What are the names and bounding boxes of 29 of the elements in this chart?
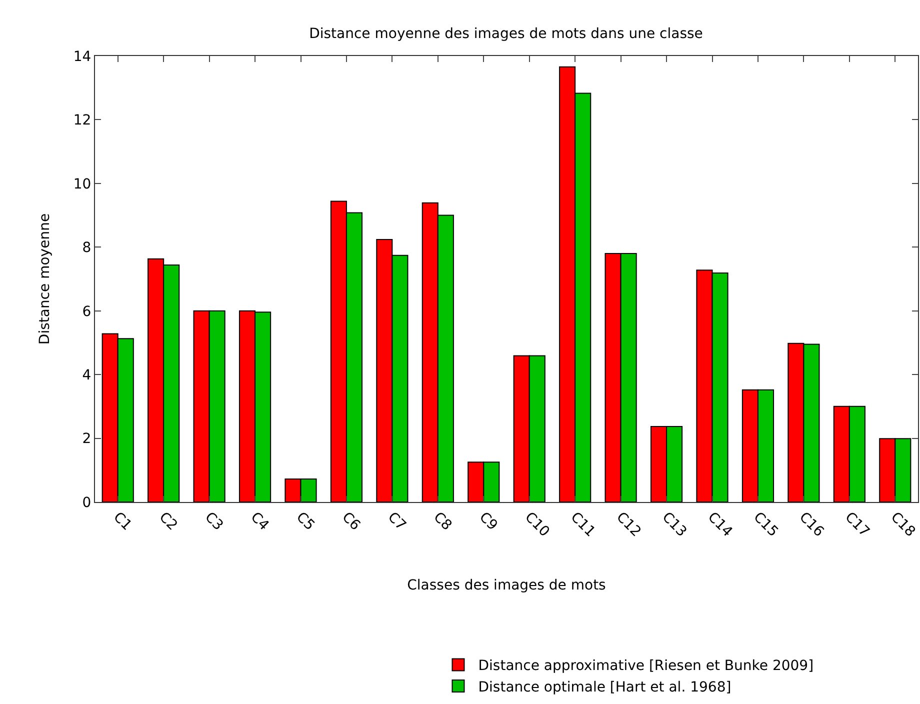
x-tick-label: C6 bbox=[338, 509, 364, 534]
x-tick-label: C18 bbox=[887, 509, 918, 540]
chart-title: Distance moyenne des images de mots dans une classe bbox=[309, 26, 703, 42]
x-tick-label: C5 bbox=[292, 509, 318, 534]
x-tick-label: C2 bbox=[156, 509, 180, 534]
y-tick-label: 2 bbox=[82, 431, 92, 448]
y-tick-label: 12 bbox=[73, 112, 92, 129]
x-tick-label: C3 bbox=[202, 509, 226, 534]
x-tick-label: C16 bbox=[796, 509, 827, 540]
x-tick-label: C15 bbox=[750, 509, 782, 540]
x-tick-label: C14 bbox=[704, 509, 736, 540]
x-tick-label: C7 bbox=[384, 509, 409, 534]
y-tick-label: 14 bbox=[73, 48, 92, 65]
y-tick-label: 4 bbox=[82, 367, 92, 384]
x-axis-title: Classes des images de mots bbox=[407, 577, 606, 594]
x-tick-label: C9 bbox=[476, 509, 500, 534]
y-tick-label: 0 bbox=[82, 494, 92, 511]
x-tick-label: C1 bbox=[110, 509, 135, 534]
x-tick-label: C8 bbox=[430, 509, 455, 534]
x-tick-label: C10 bbox=[522, 509, 552, 540]
legend-label: Distance optimale [Hart et al. 1968] bbox=[478, 679, 732, 696]
y-tick-label: 8 bbox=[82, 240, 92, 256]
y-tick-label: 10 bbox=[73, 176, 92, 192]
x-tick-label: C17 bbox=[842, 509, 872, 540]
y-tick-label: 6 bbox=[82, 304, 92, 320]
y-axis-title: Distance moyenne bbox=[36, 213, 53, 345]
x-tick-label: C13 bbox=[658, 509, 690, 540]
x-tick-label: C4 bbox=[247, 509, 272, 534]
legend-label: Distance approximative [Riesen et Bunke 2009] bbox=[478, 658, 814, 674]
